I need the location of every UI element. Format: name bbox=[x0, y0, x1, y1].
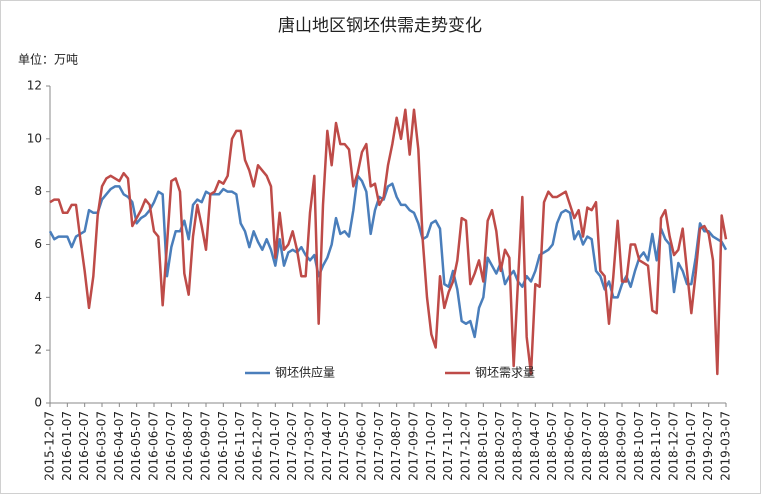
x-tick-label: 2016-08-07 bbox=[181, 411, 195, 481]
legend-label: 钢坯供应量 bbox=[275, 365, 335, 380]
x-tick-label: 2016-12-07 bbox=[251, 411, 265, 481]
y-tick-label: 10 bbox=[27, 131, 42, 145]
series-line bbox=[48, 174, 728, 339]
x-tick-label: 2018-01-07 bbox=[476, 411, 490, 481]
y-tick-label: 4 bbox=[34, 290, 42, 304]
x-tick-label: 2018-05-07 bbox=[545, 411, 559, 481]
x-tick-label: 2017-09-07 bbox=[407, 411, 421, 481]
x-tick-label: 2017-07-07 bbox=[372, 411, 386, 481]
x-tick-label: 2016-10-07 bbox=[216, 411, 230, 481]
chart-title: 唐山地区钢坯供需走势变化 bbox=[278, 15, 482, 36]
x-tick-label: 2016-06-07 bbox=[147, 411, 161, 481]
x-tick-label: 2018-06-07 bbox=[563, 411, 577, 481]
unit-label: 单位：万吨 bbox=[18, 52, 78, 67]
x-tick-label: 2016-05-07 bbox=[129, 411, 143, 481]
x-tick-label: 2018-07-07 bbox=[580, 411, 594, 481]
x-tick-label: 2016-02-07 bbox=[77, 411, 91, 481]
x-tick-label: 2019-03-07 bbox=[719, 411, 733, 481]
x-tick-label: 2018-09-07 bbox=[615, 411, 629, 481]
x-tick-label: 2019-01-07 bbox=[684, 411, 698, 481]
y-tick-label: 12 bbox=[27, 79, 42, 93]
x-tick-label: 2017-04-07 bbox=[320, 411, 334, 481]
x-tick-label: 2018-08-07 bbox=[597, 411, 611, 481]
x-tick-label: 2018-11-07 bbox=[649, 411, 663, 481]
y-tick-label: 8 bbox=[34, 184, 42, 198]
x-tick-label: 2017-03-07 bbox=[303, 411, 317, 481]
x-tick-label: 2018-12-07 bbox=[667, 411, 681, 481]
x-tick-label: 2017-02-07 bbox=[285, 411, 299, 481]
legend-label: 钢坯需求量 bbox=[475, 366, 535, 380]
x-tick-label: 2017-05-07 bbox=[337, 411, 351, 481]
x-tick-label: 2017-11-07 bbox=[441, 411, 455, 481]
y-tick-label: 6 bbox=[34, 237, 42, 251]
x-tick-label: 2016-03-07 bbox=[95, 411, 109, 481]
x-tick-label: 2018-03-07 bbox=[511, 411, 525, 481]
x-tick-label: 2016-09-07 bbox=[199, 411, 213, 481]
x-tick-label: 2017-12-07 bbox=[459, 411, 473, 481]
x-tick-label: 2017-06-07 bbox=[355, 411, 369, 481]
series-line bbox=[49, 108, 728, 376]
x-tick-label: 2017-08-07 bbox=[389, 411, 403, 481]
y-tick-label: 0 bbox=[34, 396, 42, 410]
x-tick-label: 2015-12-07 bbox=[43, 411, 57, 481]
x-tick-label: 2017-01-07 bbox=[268, 411, 282, 481]
x-tick-label: 2016-11-07 bbox=[233, 411, 247, 481]
x-tick-label: 2016-07-07 bbox=[164, 411, 178, 481]
x-tick-label: 2019-02-07 bbox=[701, 411, 715, 481]
x-tick-label: 2016-01-07 bbox=[60, 411, 74, 481]
x-tick-label: 2018-02-07 bbox=[493, 411, 507, 481]
x-tick-label: 2017-10-07 bbox=[424, 411, 438, 481]
x-tick-label: 2018-10-07 bbox=[632, 411, 646, 481]
x-tick-label: 2016-04-07 bbox=[112, 411, 126, 481]
y-tick-label: 2 bbox=[34, 343, 42, 357]
x-tick-label: 2018-04-07 bbox=[528, 411, 542, 481]
